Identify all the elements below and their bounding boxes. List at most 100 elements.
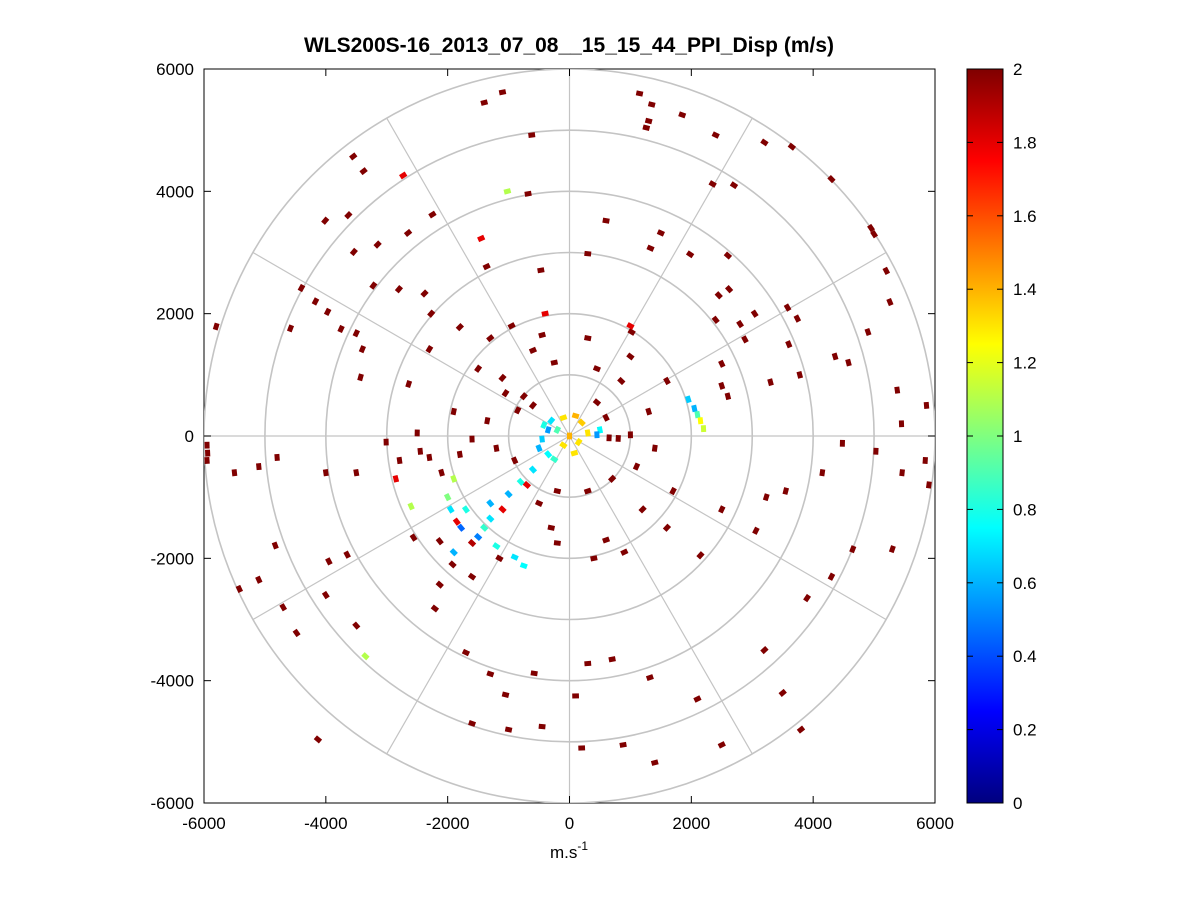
- data-point-7: [645, 120, 651, 122]
- data-point-112: [897, 387, 898, 394]
- data-point-122: [796, 316, 799, 322]
- data-point-218: [594, 400, 599, 404]
- data-point-215: [504, 390, 508, 396]
- data-point-185: [522, 394, 526, 399]
- data-point-183: [577, 439, 581, 445]
- colorbar-tick-label: 1: [1013, 427, 1022, 446]
- data-point-67: [363, 654, 368, 659]
- data-point-24: [430, 213, 436, 217]
- data-point-134: [687, 252, 693, 256]
- data-point-160: [512, 556, 518, 559]
- data-point-186: [500, 375, 504, 380]
- data-point-95: [762, 648, 767, 653]
- data-point-86: [584, 663, 591, 664]
- data-point-103: [765, 494, 767, 500]
- data-point-22: [405, 231, 410, 235]
- data-point-78: [531, 673, 538, 674]
- data-point-41: [428, 346, 432, 352]
- data-point-229: [429, 454, 430, 461]
- data-point-57: [399, 457, 400, 464]
- data-point-189: [594, 367, 600, 370]
- y-tick-label: -6000: [151, 794, 194, 813]
- data-point-105: [822, 469, 823, 476]
- data-point-116: [834, 353, 836, 359]
- data-point-104: [785, 488, 787, 495]
- data-point-141: [549, 418, 553, 423]
- y-tick-label: 2000: [156, 305, 194, 324]
- data-point-217: [531, 403, 535, 408]
- data-point-210: [665, 378, 668, 384]
- colorbar-tick-label: 0.6: [1013, 574, 1037, 593]
- data-point-133: [584, 253, 591, 254]
- data-point-162: [459, 525, 463, 530]
- data-point-144: [571, 452, 577, 454]
- x-axis-label-sup: -1: [577, 839, 588, 853]
- data-point-199: [554, 490, 561, 491]
- data-point-90: [620, 744, 627, 745]
- data-point-181: [542, 436, 543, 443]
- data-point-4: [648, 104, 655, 106]
- data-point-118: [770, 379, 772, 386]
- data-point-17: [346, 213, 351, 218]
- data-point-167: [453, 476, 455, 482]
- data-point-148: [551, 457, 557, 461]
- data-point-48: [234, 469, 235, 476]
- data-point-91: [652, 762, 658, 764]
- data-point-207: [539, 334, 545, 336]
- data-point-123: [753, 311, 757, 317]
- data-point-102: [720, 506, 723, 512]
- data-point-69: [295, 630, 299, 635]
- data-point-191: [628, 354, 633, 358]
- data-point-153: [506, 492, 511, 497]
- data-point-98: [852, 546, 854, 552]
- data-point-61: [257, 577, 260, 583]
- data-point-117: [788, 341, 791, 347]
- data-point-8: [643, 127, 650, 129]
- colorbar-tick-label: 1.6: [1013, 207, 1037, 226]
- colorbar-tick-label: 0: [1013, 794, 1022, 813]
- data-point-2: [528, 135, 535, 136]
- data-point-38: [397, 287, 401, 292]
- data-point-180: [547, 427, 549, 433]
- data-point-75: [497, 557, 503, 560]
- data-point-60: [274, 542, 276, 548]
- data-point-226: [627, 324, 633, 327]
- data-point-158: [470, 541, 475, 546]
- x-axis-label-base: m.s: [550, 843, 577, 862]
- data-point-120: [721, 383, 723, 389]
- data-point-208: [584, 338, 591, 339]
- data-point-132: [603, 220, 610, 221]
- data-point-150: [538, 445, 540, 451]
- data-point-128: [889, 299, 892, 305]
- data-point-29: [538, 270, 545, 271]
- data-point-165: [449, 507, 453, 513]
- data-point-152: [518, 479, 523, 484]
- x-tick-label: -2000: [426, 814, 469, 833]
- data-point-211: [671, 488, 674, 494]
- data-point-166: [464, 507, 468, 512]
- colorbar-tick-label: 1.8: [1013, 133, 1037, 152]
- data-point-111: [926, 402, 927, 409]
- data-point-219: [605, 415, 608, 421]
- data-point-93: [798, 728, 803, 732]
- data-point-170: [687, 396, 689, 402]
- colorbar-tick-label: 2: [1013, 60, 1022, 79]
- data-point-65: [327, 558, 330, 564]
- data-point-62: [238, 586, 241, 592]
- data-point-35: [355, 330, 358, 336]
- data-point-101: [698, 553, 703, 558]
- data-point-220: [453, 408, 454, 415]
- data-point-159: [494, 544, 500, 548]
- data-point-119: [720, 361, 723, 367]
- data-point-214: [554, 543, 561, 544]
- data-point-42: [457, 325, 462, 330]
- data-point-155: [488, 516, 493, 521]
- data-point-135: [725, 253, 730, 257]
- data-point-32: [300, 285, 303, 291]
- data-point-89: [694, 698, 700, 701]
- data-point-143: [561, 443, 567, 447]
- data-point-82: [505, 729, 512, 730]
- data-point-30: [289, 325, 291, 331]
- data-point-212: [640, 507, 645, 512]
